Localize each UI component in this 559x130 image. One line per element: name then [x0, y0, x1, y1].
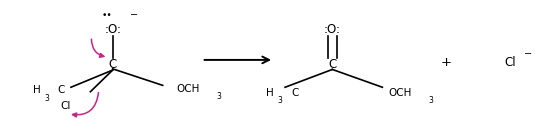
- Text: :O:: :O:: [324, 23, 341, 36]
- FancyArrowPatch shape: [92, 39, 104, 57]
- Text: C: C: [291, 88, 299, 98]
- Text: C: C: [328, 58, 337, 72]
- Text: 3: 3: [428, 96, 433, 105]
- Text: OCH: OCH: [177, 84, 200, 94]
- FancyArrowPatch shape: [73, 93, 98, 117]
- Text: Cl: Cl: [505, 56, 516, 69]
- Text: C: C: [58, 85, 65, 95]
- Text: ••: ••: [102, 11, 112, 20]
- Text: +: +: [441, 56, 452, 69]
- Text: 3: 3: [278, 96, 283, 105]
- Text: Cl: Cl: [60, 101, 70, 111]
- Text: −: −: [524, 48, 532, 58]
- Text: −: −: [130, 10, 139, 20]
- Text: 3: 3: [44, 94, 49, 103]
- Text: H: H: [32, 85, 40, 95]
- Text: OCH: OCH: [388, 88, 411, 98]
- Text: 3: 3: [217, 92, 221, 101]
- Text: H: H: [266, 88, 274, 98]
- Text: :O:: :O:: [104, 23, 121, 36]
- Text: C: C: [108, 58, 117, 72]
